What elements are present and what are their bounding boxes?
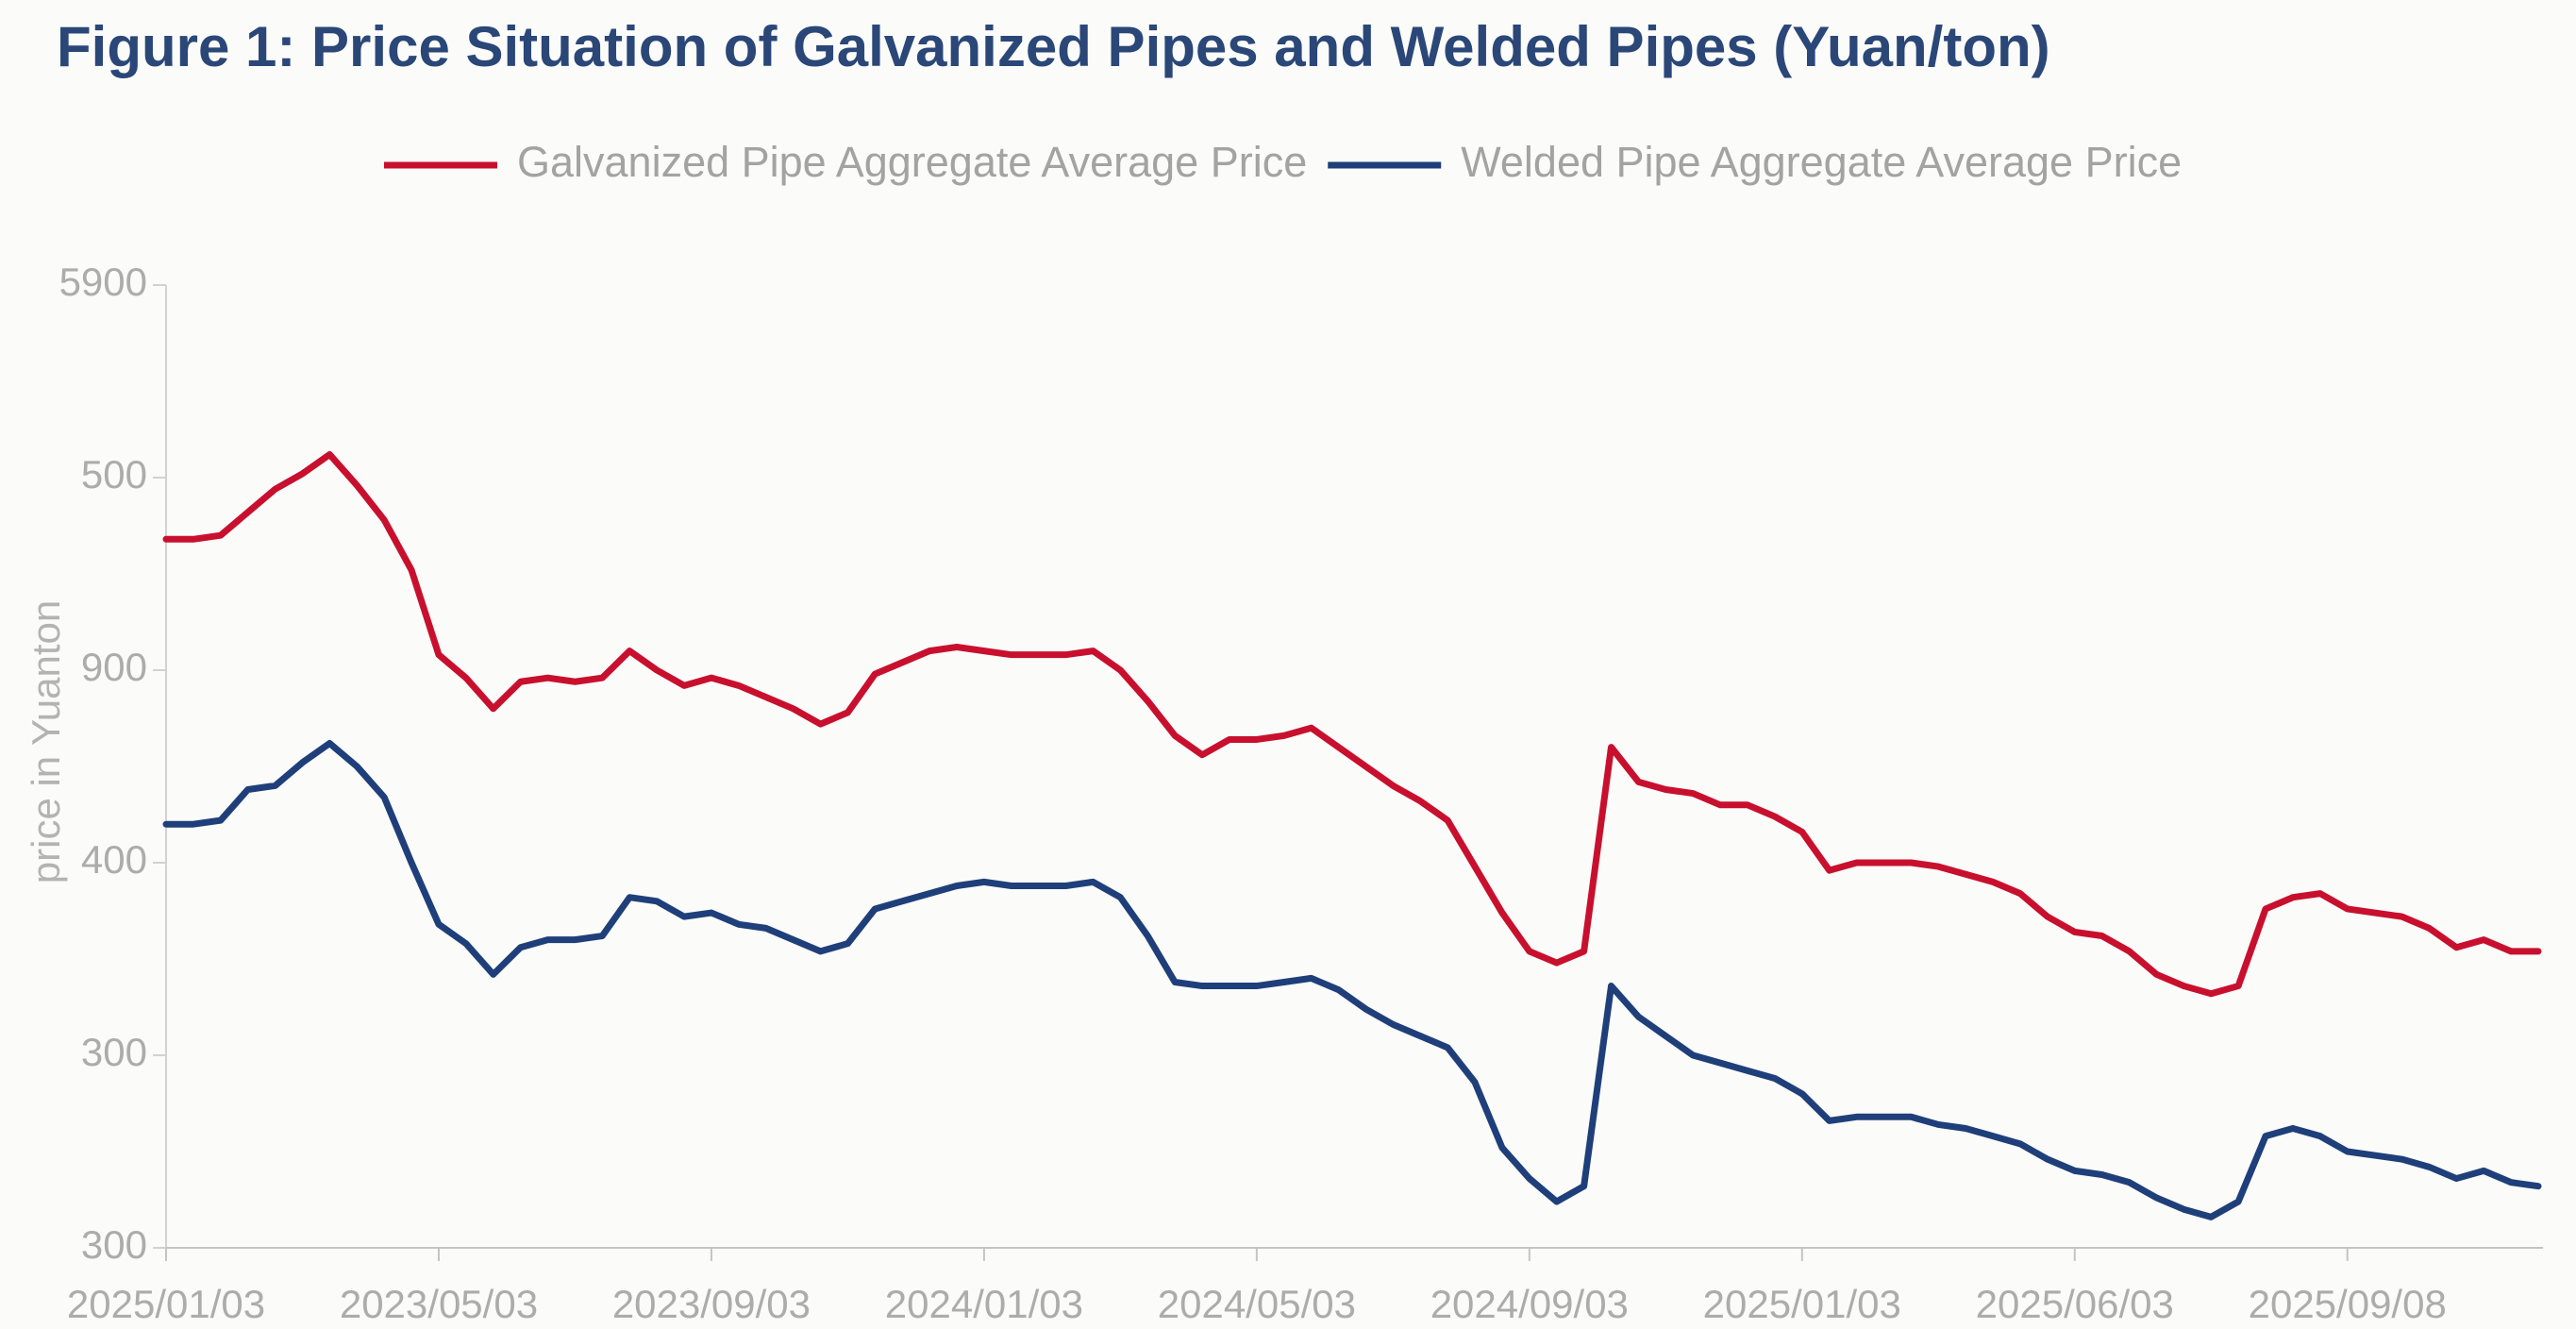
y-tick-label: 900 [81,645,147,689]
y-axis-title: price in Yuanton [24,600,68,883]
x-tick-label: 2025/01/03 [67,1282,265,1326]
x-tick-label: 2024/01/03 [885,1282,1083,1326]
x-tick-label: 2024/09/03 [1430,1282,1629,1326]
y-tick-label: 400 [81,837,147,882]
x-tick-label: 2025/06/03 [1976,1282,2174,1326]
legend-label: Welded Pipe Aggregate Average Price [1461,138,2182,186]
legend-label: Galvanized Pipe Aggregate Average Price [517,138,1307,186]
series-line [162,451,2542,998]
y-tick-label: 300 [81,1030,147,1074]
series-line [162,740,2542,1220]
x-tick-label: 2025/09/08 [2249,1282,2447,1326]
x-tick-label: 2024/05/03 [1158,1282,1356,1326]
y-tick-label: 300 [81,1222,147,1267]
y-tick-label: 500 [81,452,147,496]
y-tick-label: 5900 [59,260,147,304]
x-tick-label: 2023/09/03 [612,1282,811,1326]
x-tick-label: 2025/01/03 [1703,1282,1901,1326]
x-tick-label: 2023/05/03 [340,1282,538,1326]
chart-title: Figure 1: Price Situation of Galvanized … [57,15,2050,78]
